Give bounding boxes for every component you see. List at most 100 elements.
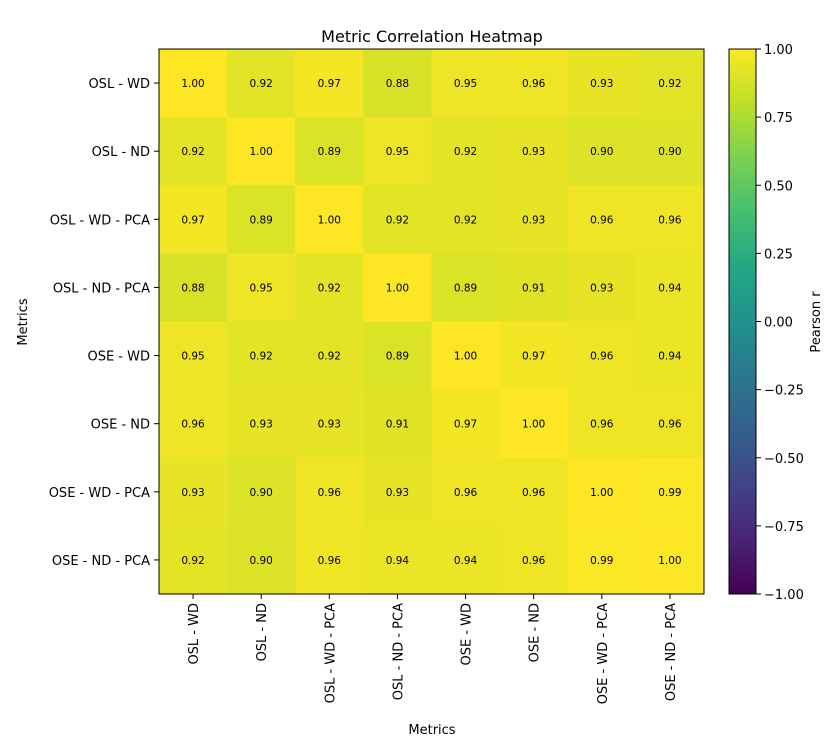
- heatmap-cell: [295, 525, 364, 595]
- cell-value-label: 0.95: [249, 282, 272, 294]
- heatmap-cell: [431, 525, 501, 595]
- cell-value-label: 0.92: [249, 351, 272, 363]
- heatmap-cell: [363, 117, 432, 186]
- heatmap-cell: [159, 49, 228, 118]
- cell-value-label: 0.88: [386, 78, 409, 90]
- cell-value-label: 0.93: [181, 487, 204, 499]
- heatmap-cell: [159, 457, 228, 527]
- heatmap-cell: [363, 525, 432, 595]
- cell-value-label: 0.99: [658, 487, 681, 499]
- y-tick-label: OSE - ND: [91, 418, 150, 433]
- cell-value-label: 0.96: [658, 214, 682, 226]
- heatmap-cell: [635, 457, 705, 527]
- heatmap-cell: [227, 525, 296, 595]
- heatmap-cell: [159, 525, 228, 595]
- cell-value-label: 0.96: [590, 351, 614, 363]
- heatmap-cell: [227, 457, 296, 527]
- cell-value-label: 0.89: [318, 146, 341, 158]
- cell-value-label: 0.97: [522, 351, 545, 363]
- heatmap-cell: [431, 321, 501, 391]
- cell-value-label: 0.91: [522, 282, 545, 294]
- heatmap-cell: [499, 253, 569, 322]
- cell-value-label: 0.94: [658, 282, 682, 294]
- cell-value-label: 0.99: [590, 555, 613, 567]
- chart-title: Metric Correlation Heatmap: [321, 27, 543, 46]
- heatmap-cells: [159, 49, 705, 595]
- cell-value-label: 0.93: [386, 487, 409, 499]
- cell-value-label: 1.00: [522, 419, 545, 431]
- heatmap-cell: [431, 389, 501, 459]
- heatmap-cell: [159, 185, 228, 254]
- cell-value-label: 0.91: [386, 419, 409, 431]
- x-tick-label: OSE - WD: [460, 603, 475, 666]
- cell-value-label: 0.96: [454, 487, 478, 499]
- cell-value-label: 0.92: [454, 146, 477, 158]
- heatmap-cell: [363, 185, 432, 254]
- heatmap-value-labels: 1.00 0.92 0.97 0.88 0.95 0.96 0.93 0.92 0.92 1.00…: [181, 78, 682, 567]
- heatmap-cell: [227, 49, 296, 118]
- heatmap-cell: [295, 457, 364, 527]
- y-tick-label: OSL - ND - PCA: [53, 281, 150, 296]
- cell-value-label: 0.96: [318, 555, 342, 567]
- heatmap-cell: [227, 117, 296, 186]
- cell-value-label: 0.95: [181, 351, 204, 363]
- heatmap-cell: [159, 253, 228, 322]
- colorbar-tick-label: −0.50: [764, 452, 804, 467]
- heatmap-cell: [567, 185, 637, 254]
- cell-value-label: 0.92: [318, 351, 341, 363]
- colorbar-tick-label: −0.75: [764, 520, 804, 535]
- heatmap-cell: [295, 321, 364, 391]
- cell-value-label: 1.00: [590, 487, 613, 499]
- heatmap-cell: [431, 117, 501, 186]
- heatmap-cell: [567, 49, 637, 118]
- heatmap-cell: [567, 525, 637, 595]
- x-tick-label: OSE - ND - PCA: [664, 603, 679, 701]
- heatmap-cell: [431, 457, 501, 527]
- cell-value-label: 0.90: [590, 146, 613, 158]
- cell-value-label: 0.93: [590, 282, 613, 294]
- y-tick-label: OSL - WD: [88, 77, 150, 92]
- heatmap-cell: [295, 117, 364, 186]
- heatmap-cell: [499, 457, 569, 527]
- colorbar-ticks: 1.00 0.75 0.50 0.25 0.00 −0.25 −0.50 −0.75 −1.00: [756, 43, 804, 603]
- cell-value-label: 0.97: [454, 419, 477, 431]
- heatmap-cell: [567, 457, 637, 527]
- heatmap-cell: [499, 117, 569, 186]
- cell-value-label: 1.00: [454, 351, 477, 363]
- heatmap-cell: [431, 185, 501, 254]
- heatmap-cell: [295, 253, 364, 322]
- cell-value-label: 0.89: [454, 282, 477, 294]
- heatmap-cell: [635, 525, 705, 595]
- y-tick-label: OSE - WD - PCA: [49, 486, 150, 501]
- cell-value-label: 0.92: [249, 78, 272, 90]
- y-axis-label: Metrics: [16, 298, 31, 345]
- heatmap-cell: [227, 185, 296, 254]
- cell-value-label: 0.92: [181, 146, 204, 158]
- y-tick-label: OSE - WD: [87, 350, 150, 365]
- cell-value-label: 1.00: [658, 555, 681, 567]
- y-axis-ticks: OSL - WD OSL - ND OSL - WD - PCA OSL - ND -…: [49, 77, 159, 569]
- cell-value-label: 0.92: [318, 282, 341, 294]
- cell-value-label: 0.92: [454, 214, 477, 226]
- cell-value-label: 0.96: [522, 78, 546, 90]
- colorbar-tick-label: −1.00: [764, 588, 804, 603]
- heatmap-cell: [159, 321, 228, 391]
- y-tick-label: OSL - WD - PCA: [50, 213, 150, 228]
- heatmap-cell: [499, 389, 569, 459]
- y-tick-label: OSE - ND - PCA: [52, 554, 150, 569]
- x-axis-ticks: OSL - WD OSL - ND OSL - WD - PCA OSL - ND -…: [187, 594, 679, 704]
- heatmap-cell: [567, 321, 637, 391]
- heatmap-cell: [363, 321, 432, 391]
- cell-value-label: 0.95: [454, 78, 477, 90]
- cell-value-label: 0.93: [522, 146, 545, 158]
- heatmap-cell: [499, 49, 569, 118]
- colorbar: [728, 48, 757, 595]
- colorbar-tick-label: 0.75: [764, 111, 793, 126]
- cell-value-label: 0.93: [318, 419, 341, 431]
- heatmap-cell: [227, 253, 296, 322]
- cell-value-label: 0.96: [590, 214, 614, 226]
- cell-value-label: 0.95: [386, 146, 409, 158]
- cell-value-label: 0.89: [386, 351, 409, 363]
- x-tick-label: OSL - ND: [255, 603, 270, 661]
